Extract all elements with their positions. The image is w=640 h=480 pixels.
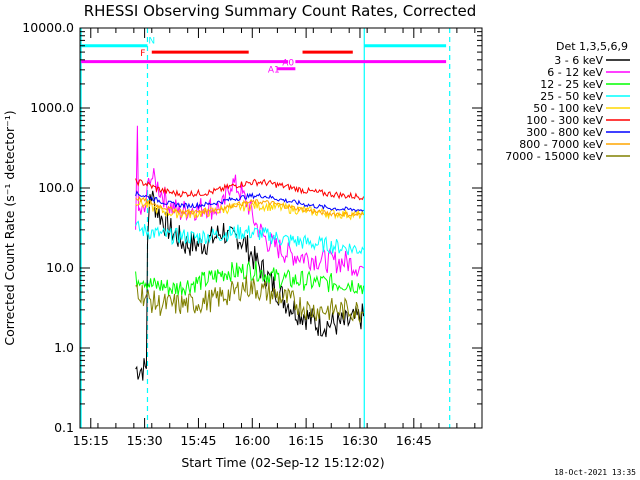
legend-title: Det 1,3,5,6,9	[556, 40, 628, 53]
y-tick-label: 1.0	[54, 340, 74, 355]
attenuator-lines	[80, 28, 451, 428]
state-bar-label: A1	[268, 66, 280, 76]
legend-entry: 7000 - 15000 keV	[505, 150, 603, 163]
legend-entry: 3 - 6 keV	[554, 54, 603, 67]
chart-title: RHESSI Observing Summary Count Rates, Co…	[84, 2, 477, 20]
x-axis-label: Start Time (02-Sep-12 15:12:02)	[181, 455, 384, 470]
series-line-5	[135, 178, 365, 201]
y-tick-label: 10000.0	[22, 20, 74, 35]
y-tick-label: 100.0	[38, 180, 74, 195]
legend-entry: 25 - 50 keV	[540, 90, 603, 103]
series-line-7	[135, 195, 365, 218]
legend-entry: 800 - 7000 keV	[519, 138, 603, 151]
legend-entry: 6 - 12 keV	[547, 66, 603, 79]
x-tick-label: 15:45	[180, 433, 216, 448]
x-tick-label: 15:15	[73, 433, 109, 448]
state-bar-label: A0	[282, 59, 294, 69]
y-tick-label: 10.0	[46, 260, 74, 275]
state-bar-label: F	[140, 49, 145, 59]
series-line-3	[135, 220, 365, 256]
x-tick-label: 16:00	[234, 433, 270, 448]
x-tick-label: 15:30	[127, 433, 163, 448]
axes: 0.1 1.0 10.0 100.0 1000.0 10000.0 15:15 15:30 15…	[22, 20, 483, 448]
x-tick-label: 16:15	[288, 433, 324, 448]
y-axis-label: Corrected Count Rate (s⁻¹ detector⁻¹)	[2, 110, 17, 345]
x-tick-label: 16:45	[396, 433, 432, 448]
plot-frame	[79, 27, 483, 429]
series-line-2	[135, 260, 365, 296]
legend-entry: 50 - 100 keV	[533, 102, 603, 115]
y-tick-label: 1000.0	[30, 100, 74, 115]
legend-entry: 12 - 25 keV	[540, 78, 603, 91]
series-lines	[135, 125, 365, 381]
legend-entry: 300 - 800 keV	[526, 126, 603, 139]
legend-entry: 100 - 300 keV	[526, 114, 603, 127]
series-line-8	[135, 275, 364, 323]
timestamp-footer: 18-Oct-2021 13:35	[554, 468, 636, 477]
state-bar-label: N	[148, 37, 155, 47]
x-tick-label: 16:30	[342, 433, 378, 448]
series-line-6	[135, 190, 364, 213]
y-tick-label: 0.1	[54, 420, 74, 435]
